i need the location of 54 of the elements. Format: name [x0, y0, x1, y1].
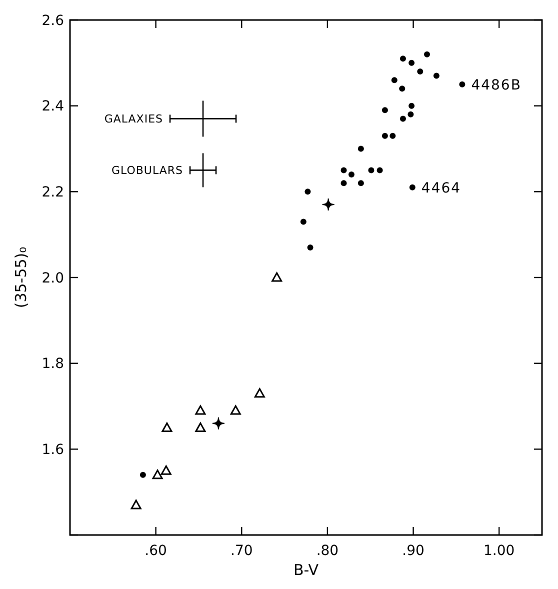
annotation: GALAXIES: [104, 112, 164, 126]
point: [417, 68, 424, 74]
point: [408, 102, 415, 109]
point: [400, 56, 406, 62]
annotation: 4464: [421, 180, 462, 196]
point: [160, 465, 172, 475]
point: [382, 132, 388, 139]
x-axis-title: B-V: [293, 561, 320, 579]
point: [340, 167, 347, 174]
point: [358, 180, 364, 186]
point: [382, 107, 388, 114]
y-axis-title: (35-55)₀: [12, 246, 30, 308]
point: [408, 60, 415, 66]
point: [195, 405, 206, 415]
point: [152, 470, 163, 480]
x-tick-label: 1.00: [484, 543, 515, 559]
point: [230, 405, 241, 415]
x-tick-label: .60: [144, 543, 167, 559]
point: [358, 146, 364, 152]
point: [400, 116, 406, 122]
point: [322, 198, 335, 212]
point: [130, 500, 142, 510]
point: [300, 218, 306, 225]
point: [272, 272, 282, 282]
point: [195, 422, 206, 432]
x-tick-label: .90: [402, 543, 424, 559]
annotation: 4486B: [471, 77, 522, 94]
point: [212, 416, 225, 430]
point: [390, 132, 396, 139]
y-tick-label: 2.0: [42, 270, 64, 286]
point: [424, 51, 430, 58]
y-tick-label: 2.6: [42, 12, 64, 29]
y-tick-label: 2.4: [42, 98, 64, 115]
point: [340, 180, 347, 186]
annotation: GLOBULARS: [111, 164, 184, 178]
point: [368, 167, 374, 174]
point: [254, 388, 265, 398]
point: [307, 244, 314, 250]
point: [399, 86, 406, 92]
x-tick-label: .80: [316, 543, 339, 559]
point: [409, 184, 416, 190]
point: [376, 167, 383, 174]
x-tick-label: .70: [230, 543, 253, 559]
y-tick-label: 1.8: [42, 356, 64, 372]
point: [304, 188, 311, 195]
point: [391, 77, 398, 84]
y-tick-label: 2.2: [42, 184, 64, 201]
point: [140, 472, 146, 478]
point: [408, 111, 414, 118]
point: [348, 172, 354, 178]
point: [459, 81, 466, 88]
y-tick-label: 1.6: [42, 442, 64, 458]
point: [162, 422, 172, 432]
point: [433, 72, 440, 79]
